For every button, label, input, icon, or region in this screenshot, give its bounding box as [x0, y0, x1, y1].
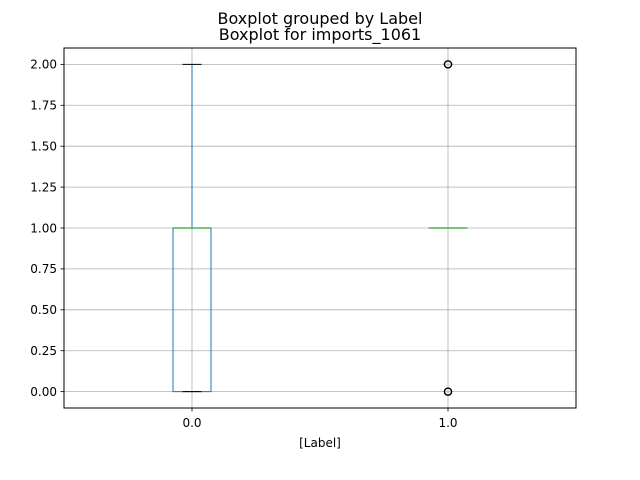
y-tick-label: 1.25: [30, 180, 57, 194]
y-tick-label: 1.00: [30, 221, 57, 235]
chart-suptitle: Boxplot grouped by Label: [218, 9, 423, 28]
outlier-point: [443, 60, 453, 69]
y-tick-label: 0.00: [30, 385, 57, 399]
outlier-point: [443, 387, 453, 396]
y-tick-label: 0.75: [30, 262, 57, 276]
axis-ticks: 0.00 0.25 0.50 0.75 1.00 1.25 1.50 1.75 2.00 0.0 1…: [30, 58, 457, 430]
x-axis-label: [Label]: [299, 436, 341, 450]
y-tick-label: 1.75: [30, 99, 57, 113]
x-tick-label: 1.0: [438, 416, 457, 430]
y-tick-label: 0.50: [30, 303, 57, 317]
y-tick-label: 1.50: [30, 139, 57, 153]
chart-title: Boxplot for imports_1061: [219, 25, 421, 45]
y-tick-label: 0.25: [30, 344, 57, 358]
x-tick-label: 0.0: [182, 416, 201, 430]
box-elements: [172, 60, 468, 396]
y-tick-label: 2.00: [30, 58, 57, 72]
